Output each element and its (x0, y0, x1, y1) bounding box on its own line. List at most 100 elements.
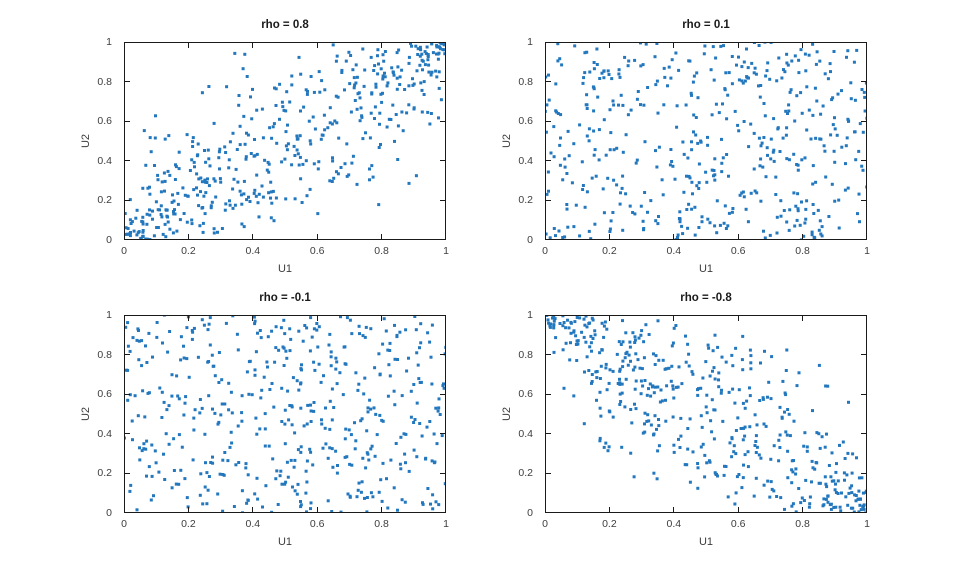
data-point (842, 471, 846, 475)
data-point (670, 58, 674, 62)
data-point (135, 338, 139, 342)
data-point (198, 398, 202, 401)
data-point (292, 465, 296, 469)
data-point (236, 180, 240, 184)
data-point (618, 377, 621, 381)
data-point (829, 70, 832, 74)
data-point (343, 455, 347, 459)
data-point (226, 459, 230, 463)
data-point (300, 363, 303, 367)
data-point (392, 389, 396, 393)
data-point (768, 233, 772, 237)
data-point (297, 329, 301, 333)
data-point (721, 156, 725, 160)
data-point (796, 207, 800, 211)
data-point (667, 366, 671, 370)
data-point (677, 365, 681, 369)
data-point (569, 331, 573, 335)
data-point (147, 391, 151, 395)
y-tick-label: 1 (527, 309, 533, 321)
data-point (850, 484, 854, 488)
data-point (423, 50, 427, 54)
data-point (430, 459, 434, 463)
data-point (185, 133, 189, 137)
data-point (602, 69, 606, 73)
data-point (598, 439, 602, 443)
data-point (590, 349, 593, 353)
data-point (745, 47, 748, 51)
data-point (699, 140, 703, 144)
data-point (817, 363, 821, 367)
data-point (379, 67, 383, 71)
data-point (151, 217, 154, 221)
data-point (396, 65, 400, 69)
data-point (144, 163, 148, 167)
data-point (553, 317, 557, 321)
data-point (741, 401, 745, 405)
data-point (608, 148, 612, 152)
data-point (649, 394, 653, 398)
data-point (668, 163, 672, 167)
data-point (337, 136, 341, 140)
data-point (606, 176, 610, 180)
data-point (206, 148, 210, 152)
x-tick-labels: 0 0.2 0.4 0.6 0.8 1 (542, 245, 870, 258)
data-point (418, 54, 422, 58)
data-point (829, 502, 833, 506)
data-point (414, 44, 418, 48)
data-point (850, 491, 854, 495)
data-point (441, 384, 445, 388)
data-point (564, 326, 568, 330)
data-point (355, 182, 359, 186)
data-point (335, 170, 338, 174)
data-point (198, 224, 202, 228)
data-point (627, 59, 631, 63)
data-point (379, 478, 383, 482)
data-point (270, 136, 274, 140)
data-point (145, 212, 149, 216)
data-point (585, 93, 589, 97)
data-point (855, 456, 858, 460)
data-point (772, 489, 776, 493)
data-point (261, 505, 264, 509)
data-point (394, 442, 398, 445)
data-point (229, 430, 233, 434)
data-point (434, 500, 438, 504)
data-point (302, 424, 306, 428)
data-point (763, 114, 767, 118)
data-point (312, 162, 316, 166)
data-point (643, 430, 647, 434)
data-point (786, 449, 790, 453)
data-point (852, 510, 856, 513)
data-point (618, 381, 622, 385)
data-point (626, 363, 630, 367)
data-point (192, 428, 196, 432)
data-point (190, 158, 194, 162)
data-point (372, 406, 376, 410)
data-point (383, 50, 387, 53)
data-point (844, 144, 848, 148)
data-point (237, 103, 241, 107)
data-point (166, 350, 170, 354)
data-point (780, 415, 784, 419)
data-point (381, 53, 385, 57)
data-point (691, 192, 694, 196)
x-tick-label: 0.8 (374, 518, 389, 530)
data-point (639, 64, 643, 68)
data-point (545, 232, 548, 236)
data-point (286, 123, 289, 127)
data-point (323, 426, 327, 430)
data-point (678, 220, 682, 224)
data-point (690, 93, 693, 97)
data-point (386, 506, 390, 510)
data-point (600, 348, 604, 352)
data-point (173, 212, 177, 216)
data-point (547, 98, 551, 102)
data-point (843, 188, 847, 192)
data-point (269, 216, 273, 220)
data-point (230, 441, 234, 445)
data-point (331, 159, 335, 163)
x-tick-label: 0 (542, 245, 548, 257)
data-point (315, 328, 319, 332)
data-point (578, 234, 582, 238)
